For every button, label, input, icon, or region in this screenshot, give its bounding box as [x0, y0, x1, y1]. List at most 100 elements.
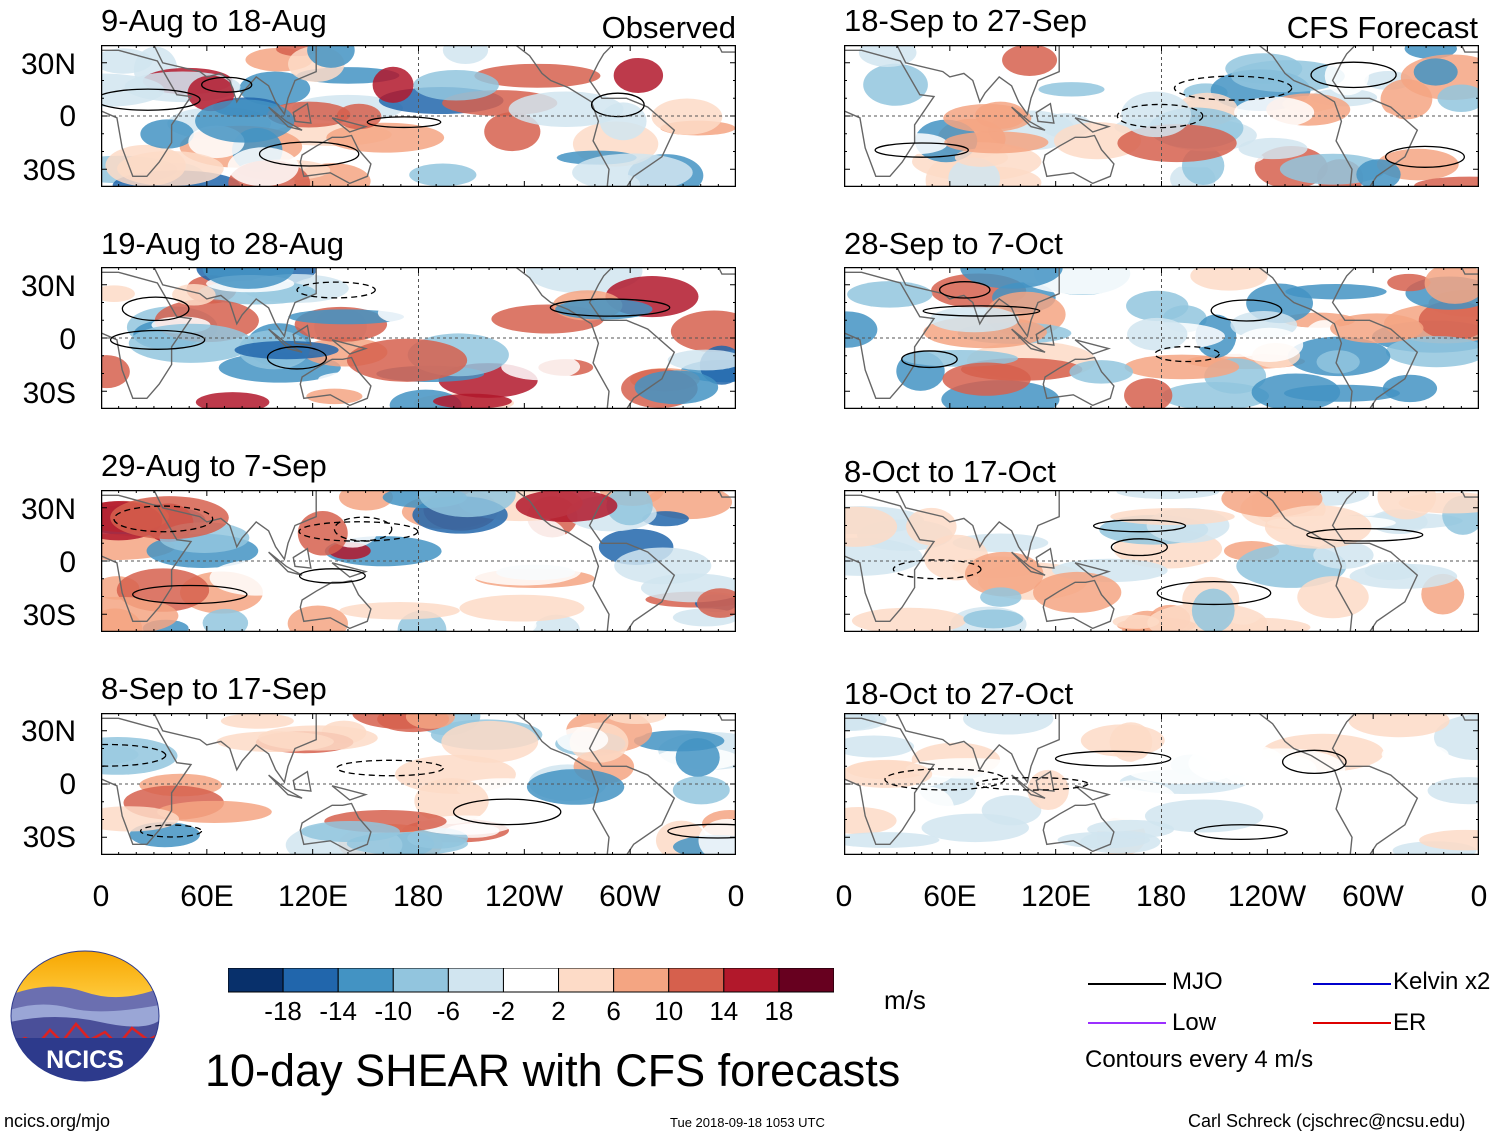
colorbar-segment: [558, 968, 615, 993]
map-panel-obs-1: [101, 45, 736, 187]
coastline: [292, 102, 312, 124]
map-panel-obs-3: [101, 490, 736, 632]
shear-anomaly-cell: [1121, 91, 1191, 138]
shear-anomaly-cell: [670, 310, 736, 353]
mjo-contour: [874, 142, 969, 158]
coastline: [299, 802, 372, 853]
shear-anomaly-cell: [220, 713, 294, 729]
shear-anomaly-cell: [1112, 614, 1160, 629]
shear-anomaly-cell: [307, 45, 355, 68]
mjo-contour: [1173, 75, 1293, 101]
shear-anomaly-cell: [1316, 350, 1360, 374]
shear-anomaly-cell: [140, 119, 194, 149]
coastline: [844, 494, 936, 622]
shear-anomaly-cell: [499, 516, 566, 555]
shear-anomaly-cell: [964, 551, 1044, 597]
shear-anomaly-cell: [117, 151, 224, 187]
shear-anomaly-cell: [943, 104, 1032, 133]
shear-anomaly-cell: [1437, 84, 1479, 112]
shear-anomaly-cell: [433, 393, 512, 409]
shear-anomaly-cell: [101, 48, 153, 74]
mjo-contour: [113, 505, 214, 533]
colorbar-segment: [723, 968, 780, 993]
coastline: [717, 713, 736, 721]
lon-label-left-0: 0: [92, 880, 110, 913]
legend-line-mjo: [1088, 983, 1166, 985]
legend-label-mjo: MJO: [1172, 968, 1223, 995]
colorbar-tick-label: 2: [551, 996, 566, 1026]
colorbar-segment: [392, 968, 449, 993]
mjo-contour: [1054, 750, 1172, 767]
lon-label-right-2: 120E: [1020, 880, 1092, 913]
shear-anomaly-cell: [606, 713, 667, 725]
shear-anomaly-cell: [101, 285, 135, 303]
coastline: [1011, 328, 1046, 353]
coastline: [292, 547, 312, 569]
colorbar-tick-label: -2: [491, 996, 516, 1026]
shear-anomaly-cell: [706, 290, 736, 309]
lon-label-left-6: 0: [727, 880, 745, 913]
shear-anomaly-cell: [234, 340, 339, 360]
lat-30n-row1: 30N: [20, 48, 76, 81]
shear-anomaly-cell: [1398, 492, 1479, 514]
shear-anomaly-cell: [1234, 96, 1315, 128]
panel-title-fc-2: 28-Sep to 7-Oct: [844, 226, 1063, 261]
shear-anomaly-cell: [921, 813, 1029, 843]
mjo-contour: [1306, 527, 1424, 542]
panel-title-obs-3: 29-Aug to 7-Sep: [101, 448, 327, 483]
shear-anomaly-cell: [1116, 490, 1220, 499]
shear-anomaly-cell: [195, 392, 270, 409]
mjo-contour: [298, 521, 419, 542]
shear-anomaly-cell: [202, 608, 249, 632]
shear-anomaly-cell: [1330, 313, 1424, 344]
shear-anomaly-cell: [465, 556, 582, 586]
shear-anomaly-cell: [1418, 300, 1479, 340]
coastline: [1460, 713, 1479, 721]
legend-line-low: [1088, 1022, 1166, 1024]
shear-anomaly-cell: [266, 777, 395, 811]
legend-contour-note: Contours every 4 m/s: [1085, 1046, 1314, 1073]
coastline: [101, 717, 193, 845]
shear-anomaly-cell: [508, 91, 624, 127]
colorbar-tick-label: 10: [654, 996, 684, 1026]
shear-anomaly-cell: [1219, 748, 1346, 790]
shear-anomaly-cell: [157, 800, 272, 823]
coastline: [1257, 490, 1419, 632]
mjo-contour: [1156, 580, 1272, 606]
shear-anomaly-cell: [1110, 508, 1235, 525]
shear-anomaly-cell: [698, 818, 736, 855]
coastline: [299, 579, 372, 630]
colorbar-tick-label: 18: [764, 996, 794, 1026]
mjo-contour: [121, 296, 190, 322]
coastline: [153, 713, 317, 784]
coastline: [1035, 770, 1055, 792]
lat-30s-row3: 30S: [22, 599, 76, 632]
mjo-contour: [1154, 345, 1220, 363]
coastline: [1460, 490, 1479, 498]
coastline: [292, 324, 312, 346]
shear-anomaly-cell: [980, 587, 1022, 607]
logo-text: NCICS: [46, 1046, 124, 1074]
panel-title-obs-4: 8-Sep to 17-Sep: [101, 671, 327, 706]
colorbar-tick-label: -14: [319, 996, 357, 1026]
mjo-contour: [366, 116, 442, 129]
map-panel-fc-1: [844, 45, 1479, 187]
shear-anomaly-cell: [413, 70, 499, 101]
shear-anomaly-cell: [526, 769, 625, 805]
shear-anomaly-cell: [202, 267, 295, 289]
shear-anomaly-cell: [1349, 563, 1458, 589]
shear-anomaly-cell: [1356, 159, 1401, 187]
legend-line-kelvin: [1313, 983, 1391, 985]
mjo-contour: [336, 759, 444, 777]
lon-label-right-4: 120W: [1227, 880, 1307, 913]
shear-anomaly-cell: [672, 775, 730, 805]
mjo-contour: [1110, 538, 1168, 557]
coastline: [1257, 267, 1419, 409]
mjo-contour: [938, 281, 991, 299]
footer-url[interactable]: ncics.org/mjo: [4, 1111, 111, 1131]
lat-0-row1: 0: [59, 100, 76, 133]
coastline: [1011, 551, 1046, 576]
shear-anomaly-cell: [1002, 45, 1058, 76]
coastline: [1460, 45, 1479, 53]
shear-anomaly-cell: [1127, 317, 1188, 351]
